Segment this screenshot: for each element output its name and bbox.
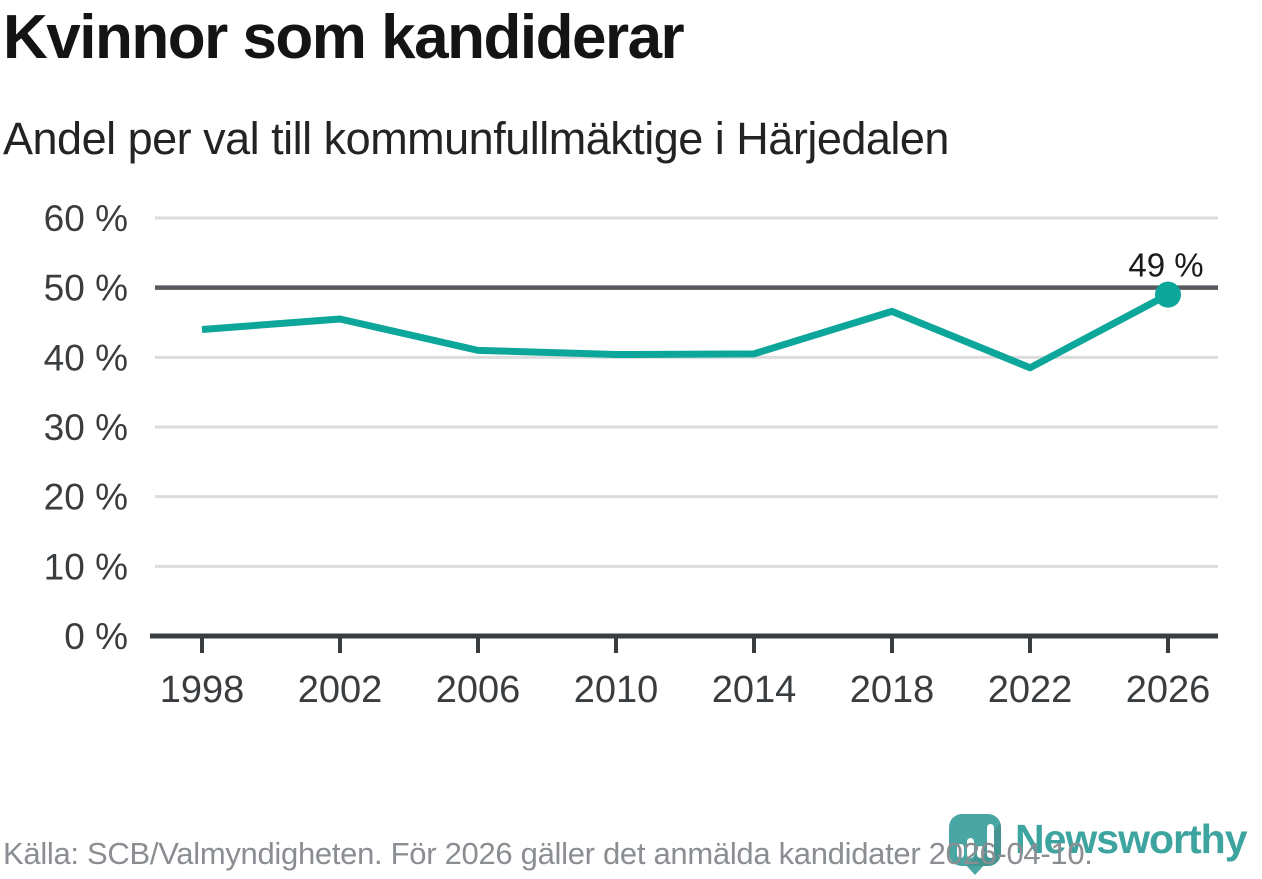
source-note: Källa: SCB/Valmyndigheten. För 2026 gäll…	[3, 836, 1093, 871]
y-tick-label: 40 %	[44, 337, 128, 378]
y-tick-label: 10 %	[44, 546, 128, 587]
x-tick-label: 2006	[436, 669, 521, 711]
chart-title: Kvinnor som kandiderar	[3, 3, 685, 72]
x-tick-label: 2018	[850, 669, 935, 711]
y-tick-label: 30 %	[44, 407, 128, 448]
x-tick-label: 2026	[1126, 669, 1211, 711]
x-tick-label: 2014	[712, 669, 797, 711]
newsworthy-logo-icon	[949, 814, 1001, 875]
newsworthy-logo: Newsworthy	[948, 812, 1247, 875]
y-tick-label: 60 %	[44, 198, 128, 239]
y-tick-label: 20 %	[44, 477, 128, 518]
x-tick-label: 2002	[298, 669, 383, 711]
end-point-label: 49 %	[1128, 247, 1203, 284]
x-tick-label: 2022	[988, 669, 1073, 711]
logo-bar-4	[987, 824, 994, 858]
x-tick-label: 2010	[574, 669, 659, 711]
chart-subtitle: Andel per val till kommunfullmäktige i H…	[3, 113, 949, 164]
x-tick-label: 1998	[160, 669, 245, 711]
y-tick-label: 0 %	[64, 616, 128, 657]
newsworthy-logo-text: Newsworthy	[1015, 816, 1247, 862]
data-line	[201, 291, 1170, 372]
logo-bubble-tail	[964, 863, 986, 875]
logo-bar-1	[957, 844, 964, 858]
logo-bar-3	[977, 846, 984, 858]
end-point-dot	[1155, 281, 1181, 308]
logo-bar-2	[967, 838, 974, 858]
y-tick-label: 50 %	[44, 268, 128, 309]
